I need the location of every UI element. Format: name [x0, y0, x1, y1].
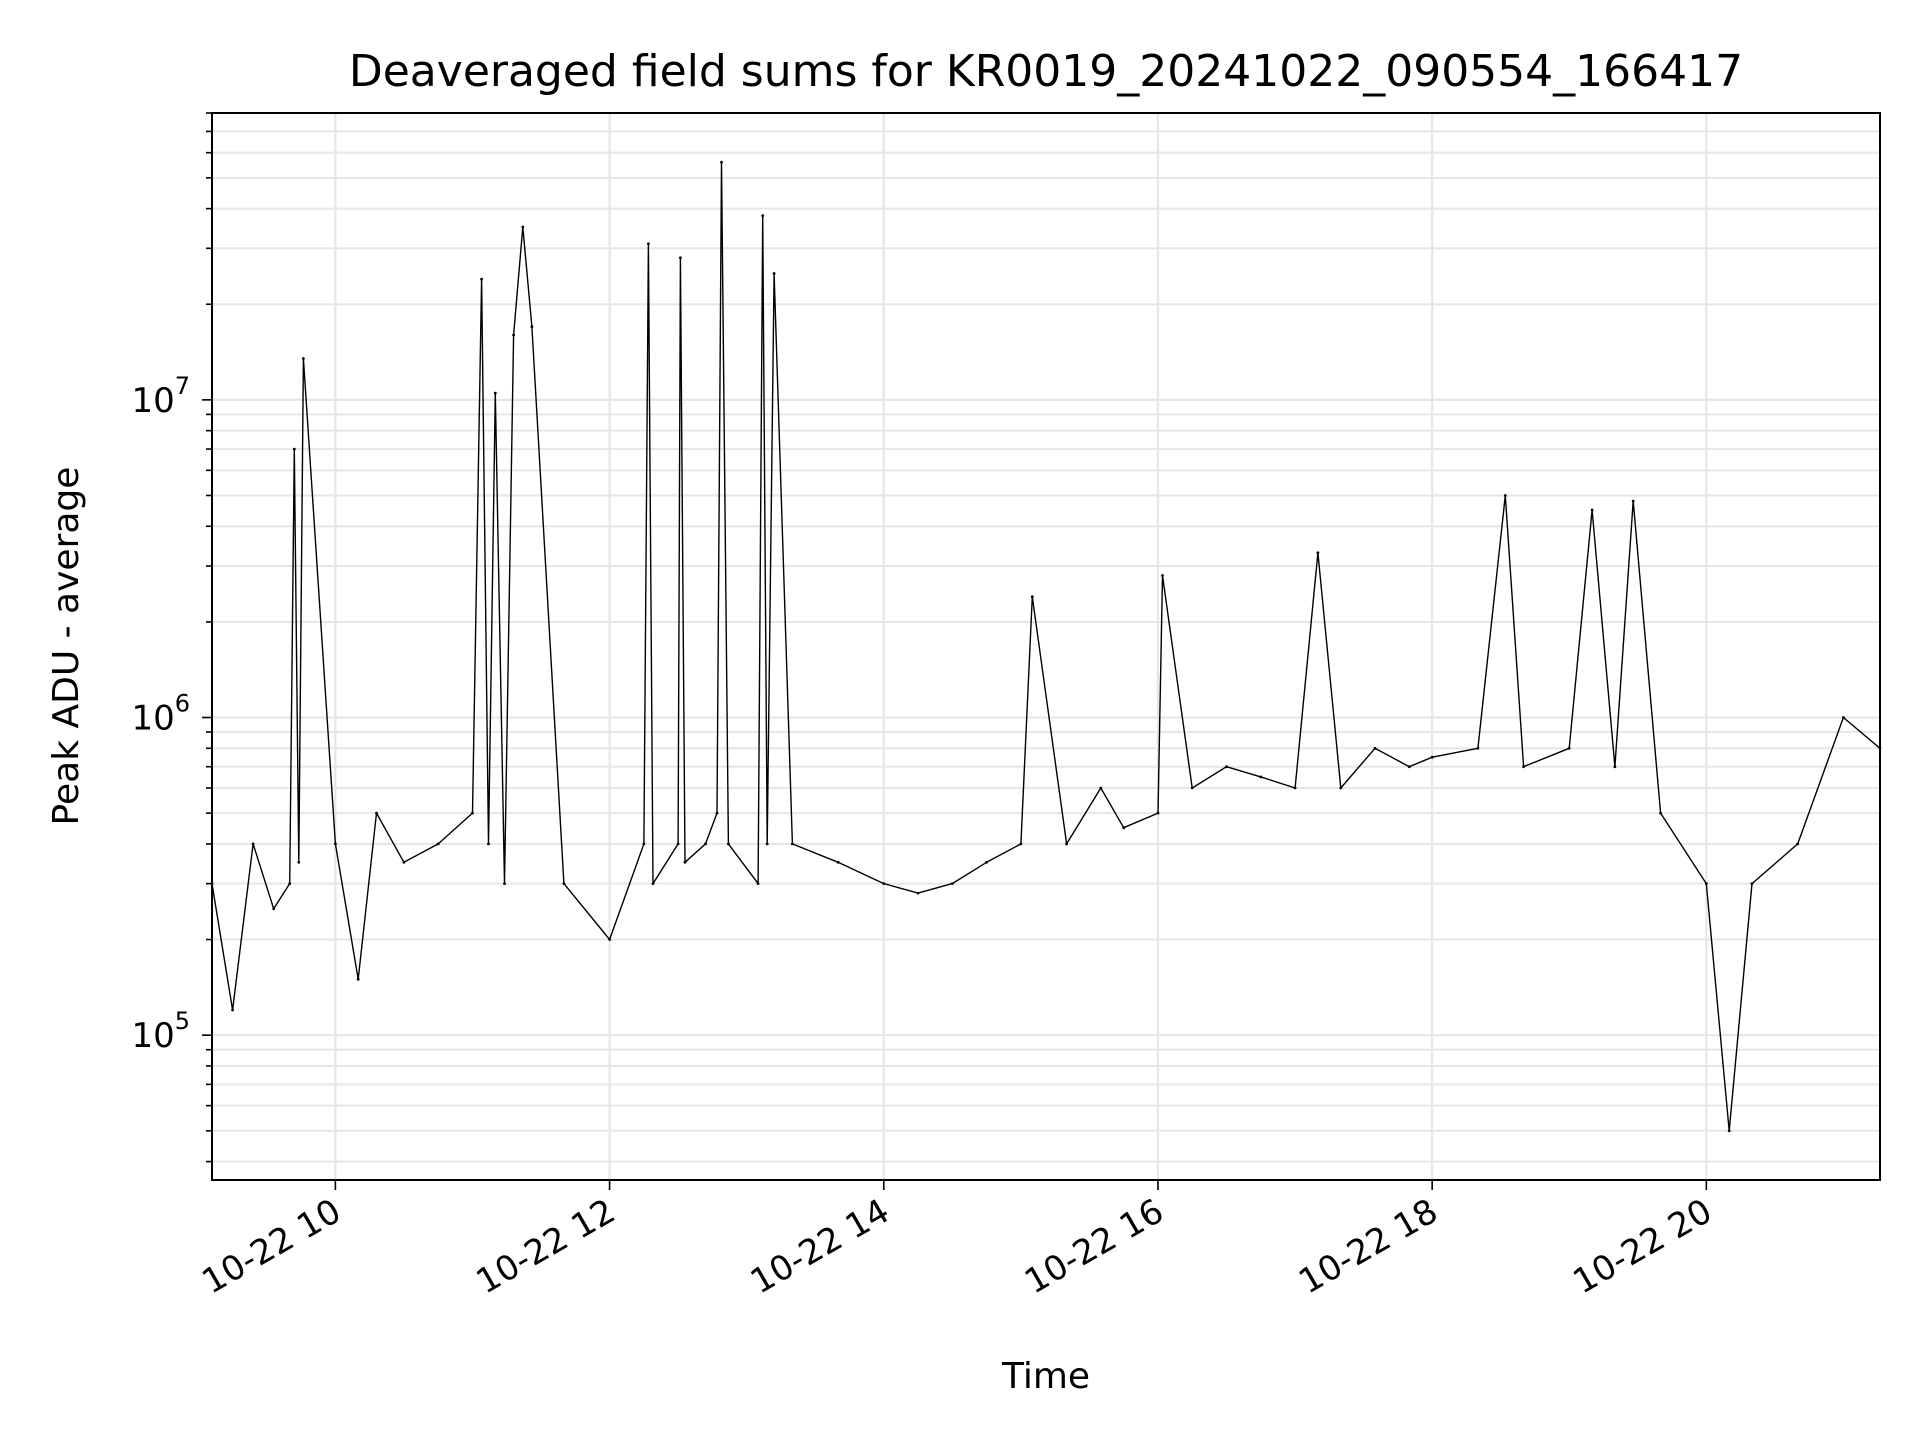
data-point [1522, 765, 1525, 769]
data-point [375, 811, 378, 815]
data-point [676, 842, 680, 846]
data-point [1122, 826, 1126, 830]
data-point [683, 860, 687, 864]
data-point [1293, 786, 1297, 790]
data-point [1065, 842, 1068, 846]
data-point [480, 277, 483, 281]
data-point [1225, 765, 1228, 769]
data-point [1590, 508, 1594, 512]
data-point [231, 1008, 235, 1012]
data-point [1339, 786, 1343, 790]
y-tick-label: 105 [131, 1007, 190, 1056]
data-point [471, 811, 474, 815]
data-point [1659, 811, 1662, 815]
data-point [1704, 882, 1708, 885]
data-point [402, 860, 406, 864]
plot-frame [211, 112, 1881, 1181]
data-point [761, 214, 765, 218]
data-point [1407, 765, 1411, 769]
data-point [950, 882, 954, 885]
data-point [512, 333, 515, 337]
data-point [679, 256, 682, 260]
data-point [1796, 842, 1800, 846]
data-point [1430, 755, 1434, 759]
data-point [334, 842, 337, 846]
chart-title: Deaveraged field sums for KR0019_2024102… [349, 46, 1743, 97]
data-point [272, 907, 276, 911]
grid [202, 112, 1880, 1180]
data-point [1613, 765, 1617, 769]
data-point [436, 842, 440, 846]
data-point [791, 842, 794, 846]
data-point [356, 977, 360, 981]
data-point [493, 391, 497, 395]
data-point [1373, 746, 1377, 750]
data-point [1316, 551, 1320, 555]
data-point [1476, 746, 1480, 750]
data-point [1567, 746, 1571, 750]
data-point [642, 842, 646, 846]
data-point [720, 160, 723, 164]
x-axis-label: Time [1001, 1356, 1090, 1397]
data-point [530, 325, 534, 329]
data-point [1190, 786, 1194, 790]
data-point [608, 938, 611, 941]
data-point [302, 357, 305, 360]
data-point [647, 242, 650, 246]
data-point [772, 272, 776, 275]
data-point [1631, 499, 1635, 503]
data-point [1259, 775, 1263, 779]
data-point [1727, 1129, 1731, 1133]
data-point [765, 842, 769, 846]
data-point [1750, 882, 1754, 885]
data-point [651, 882, 655, 885]
data-point [1161, 574, 1164, 577]
series-layer [210, 160, 1882, 1133]
data-point [836, 860, 840, 864]
data-point [521, 225, 525, 229]
data-point [882, 882, 886, 885]
data-point [292, 447, 296, 451]
data-point [1099, 786, 1103, 790]
data-point [916, 891, 920, 895]
data-point [727, 842, 730, 846]
data-point [1030, 595, 1034, 599]
data-point [503, 882, 506, 885]
y-axis-label: Peak ADU - average [46, 467, 87, 826]
y-tick-label: 107 [131, 372, 190, 421]
data-point [1019, 842, 1023, 846]
data-point [1503, 494, 1507, 497]
data-point [715, 811, 719, 815]
data-point [251, 842, 255, 846]
data-point [288, 882, 292, 885]
y-tick-label: 106 [131, 690, 190, 739]
data-point [985, 860, 988, 864]
data-point [297, 860, 301, 864]
data-point [487, 842, 490, 846]
data-point [704, 842, 707, 846]
y-axis: 105 106 107 [131, 372, 190, 1056]
data-point [562, 882, 566, 885]
data-point [1156, 811, 1160, 815]
data-point [1842, 716, 1845, 719]
data-point [756, 882, 760, 885]
